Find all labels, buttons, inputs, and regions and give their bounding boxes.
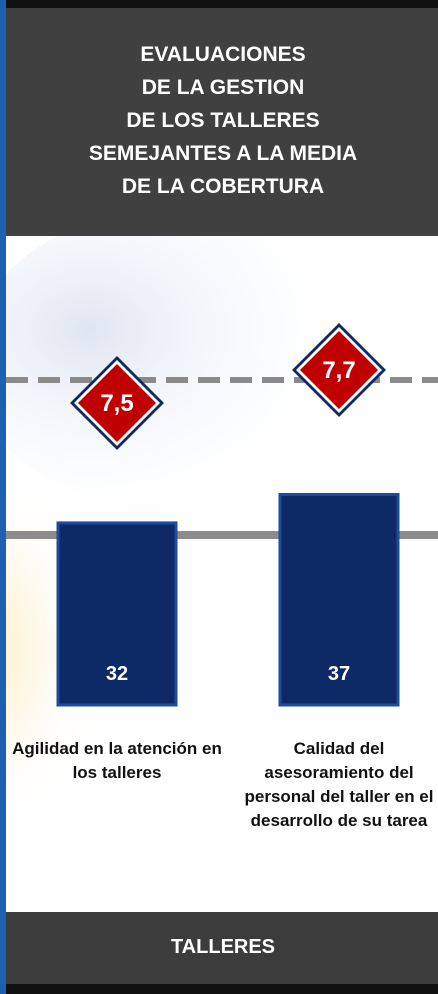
score-label: 7,5 (100, 390, 133, 417)
title-line: DE LA GESTION (141, 76, 305, 99)
bar (56, 521, 178, 707)
title-line: DE LA COBERTURA (121, 175, 325, 198)
score-label: 7,7 (322, 357, 355, 384)
title: EVALUACIONES DE LA GESTION DE LOS TALLERES… (8, 38, 438, 203)
diamond (300, 331, 378, 409)
score-marker: 7,5 (70, 356, 164, 450)
value-label: 32 (106, 663, 128, 685)
title-line: DE LOS TALLERES (126, 109, 320, 132)
header (0, 0, 438, 236)
header-strip (0, 0, 438, 8)
footer (0, 912, 438, 994)
title-line: EVALUACIONES (140, 43, 306, 66)
score-marker: 7,7 (292, 323, 386, 417)
title-line: SEMEJANTES A LA MEDIA (88, 142, 358, 165)
side-stripe (0, 0, 6, 994)
diamond (78, 364, 156, 442)
footer-strip (0, 984, 438, 994)
footer-label: TALLERES (170, 936, 276, 958)
bar (278, 492, 400, 707)
category-label: Calidad del asesoramiento del personal d… (244, 739, 434, 830)
decoration (0, 210, 370, 510)
category-label: Agilidad en la atención en los talleres (12, 739, 222, 782)
value-label: 37 (328, 663, 350, 685)
